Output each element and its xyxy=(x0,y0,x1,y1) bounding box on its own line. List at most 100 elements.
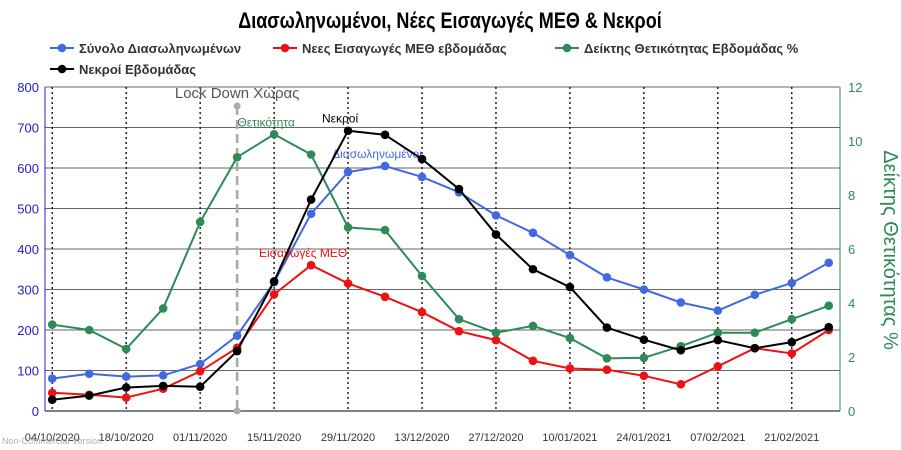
data-point xyxy=(232,331,242,340)
data-point xyxy=(84,391,94,400)
data-point xyxy=(417,271,427,281)
data-point xyxy=(750,343,760,353)
legend-swatch-marker xyxy=(57,64,67,74)
watermark: Non-Commercial Version xyxy=(2,436,102,446)
legend-label: Σύνολο Διασωληνωμένων xyxy=(79,41,241,56)
data-point xyxy=(47,395,57,404)
data-point xyxy=(454,326,464,336)
data-point xyxy=(380,225,390,235)
legend-label: Νεκροί Εβδομάδας xyxy=(79,62,196,77)
right-tick-label: 8 xyxy=(848,188,855,203)
data-point xyxy=(750,328,760,338)
series-line xyxy=(52,129,830,401)
left-tick-label: 400 xyxy=(17,242,39,257)
data-point xyxy=(343,126,353,136)
data-point xyxy=(195,367,205,376)
series-line xyxy=(52,164,830,380)
data-point xyxy=(676,298,686,307)
right-tick-label: 4 xyxy=(848,296,855,311)
series-callout-label: Νεκροί xyxy=(322,112,359,126)
data-point xyxy=(528,264,538,274)
data-point xyxy=(565,250,575,260)
data-point xyxy=(676,345,686,355)
data-point xyxy=(121,344,131,354)
data-point xyxy=(713,335,723,345)
left-tick-label: 600 xyxy=(17,161,39,176)
data-point xyxy=(121,393,131,402)
right-tick-label: 0 xyxy=(848,404,855,419)
legend-label: Δείκτης Θετικότητας Εβδομάδας % xyxy=(584,41,799,56)
lockdown-label: Lock Down Χώρας xyxy=(175,85,300,102)
data-point xyxy=(158,381,168,391)
left-tick-label: 0 xyxy=(32,404,39,419)
legend-item: Νεες Εισαγωγές ΜΕΘ εβδομάδας xyxy=(273,41,507,56)
legend-swatch-marker xyxy=(57,43,67,53)
x-tick-label: 24/01/2021 xyxy=(616,432,671,444)
data-point xyxy=(84,325,94,335)
data-point xyxy=(639,285,649,294)
data-point xyxy=(306,150,316,159)
data-point xyxy=(824,322,834,332)
data-point xyxy=(195,217,205,227)
series-callout-label: Εισαγωγές ΜΕΘ xyxy=(259,246,347,260)
legend-label: Νεες Εισαγωγές ΜΕΘ εβδομάδας xyxy=(302,41,507,56)
data-point xyxy=(454,314,464,324)
left-tick-label: 300 xyxy=(17,283,39,298)
data-point xyxy=(713,362,723,371)
data-point xyxy=(491,211,501,220)
data-point xyxy=(713,306,723,315)
data-point xyxy=(380,292,390,302)
data-point xyxy=(269,277,279,286)
left-tick-label: 800 xyxy=(17,80,39,95)
series-3: Νεκροί xyxy=(47,112,834,404)
left-tick-label: 700 xyxy=(17,121,39,136)
data-point xyxy=(380,130,390,140)
grid xyxy=(45,86,840,412)
data-point xyxy=(195,359,205,369)
data-point xyxy=(491,328,501,338)
x-tick-label: 13/12/2020 xyxy=(394,432,449,444)
series-2: Θετικότητα xyxy=(47,115,834,363)
data-point xyxy=(417,307,427,317)
right-tick-label: 6 xyxy=(848,242,855,257)
data-point xyxy=(158,304,168,313)
data-point xyxy=(528,228,538,238)
data-point xyxy=(121,383,131,392)
data-point xyxy=(306,195,316,204)
data-point xyxy=(47,388,57,398)
legend-item: Δείκτης Θετικότητας Εβδομάδας % xyxy=(555,41,799,56)
lockdown-marker xyxy=(233,102,241,110)
data-point xyxy=(824,301,834,311)
series-callout-label: Θετικότητα xyxy=(237,115,294,129)
data-point xyxy=(787,314,797,324)
data-point xyxy=(47,374,57,383)
data-point xyxy=(787,349,797,358)
data-point xyxy=(269,290,279,299)
data-point xyxy=(750,290,760,300)
data-point xyxy=(158,371,168,380)
legend-swatch-marker xyxy=(280,43,290,53)
data-point xyxy=(639,353,649,363)
data-point xyxy=(639,335,649,345)
x-tick-label: 27/12/2020 xyxy=(468,432,523,444)
data-point xyxy=(121,372,131,381)
legend: Σύνολο Διασωληνωμένων Νεες Εισαγωγές ΜΕΘ … xyxy=(50,41,799,77)
legend-swatch-marker xyxy=(562,43,572,53)
data-point xyxy=(676,379,686,389)
data-point xyxy=(84,369,94,379)
data-point xyxy=(269,129,279,139)
data-point xyxy=(602,273,612,282)
data-point xyxy=(528,321,538,331)
data-point xyxy=(602,354,612,363)
legend-item: Σύνολο Διασωληνωμένων xyxy=(50,41,241,56)
data-point xyxy=(47,320,57,329)
data-point xyxy=(713,328,723,338)
data-point xyxy=(528,356,538,366)
left-tick-label: 100 xyxy=(17,364,39,379)
x-tick-label: 15/11/2020 xyxy=(247,432,301,444)
data-point xyxy=(417,154,427,164)
right-tick-label: 2 xyxy=(848,350,855,365)
lockdown-marker xyxy=(233,407,241,415)
x-tick-label: 01/11/2020 xyxy=(173,432,227,444)
data-point xyxy=(787,337,797,347)
